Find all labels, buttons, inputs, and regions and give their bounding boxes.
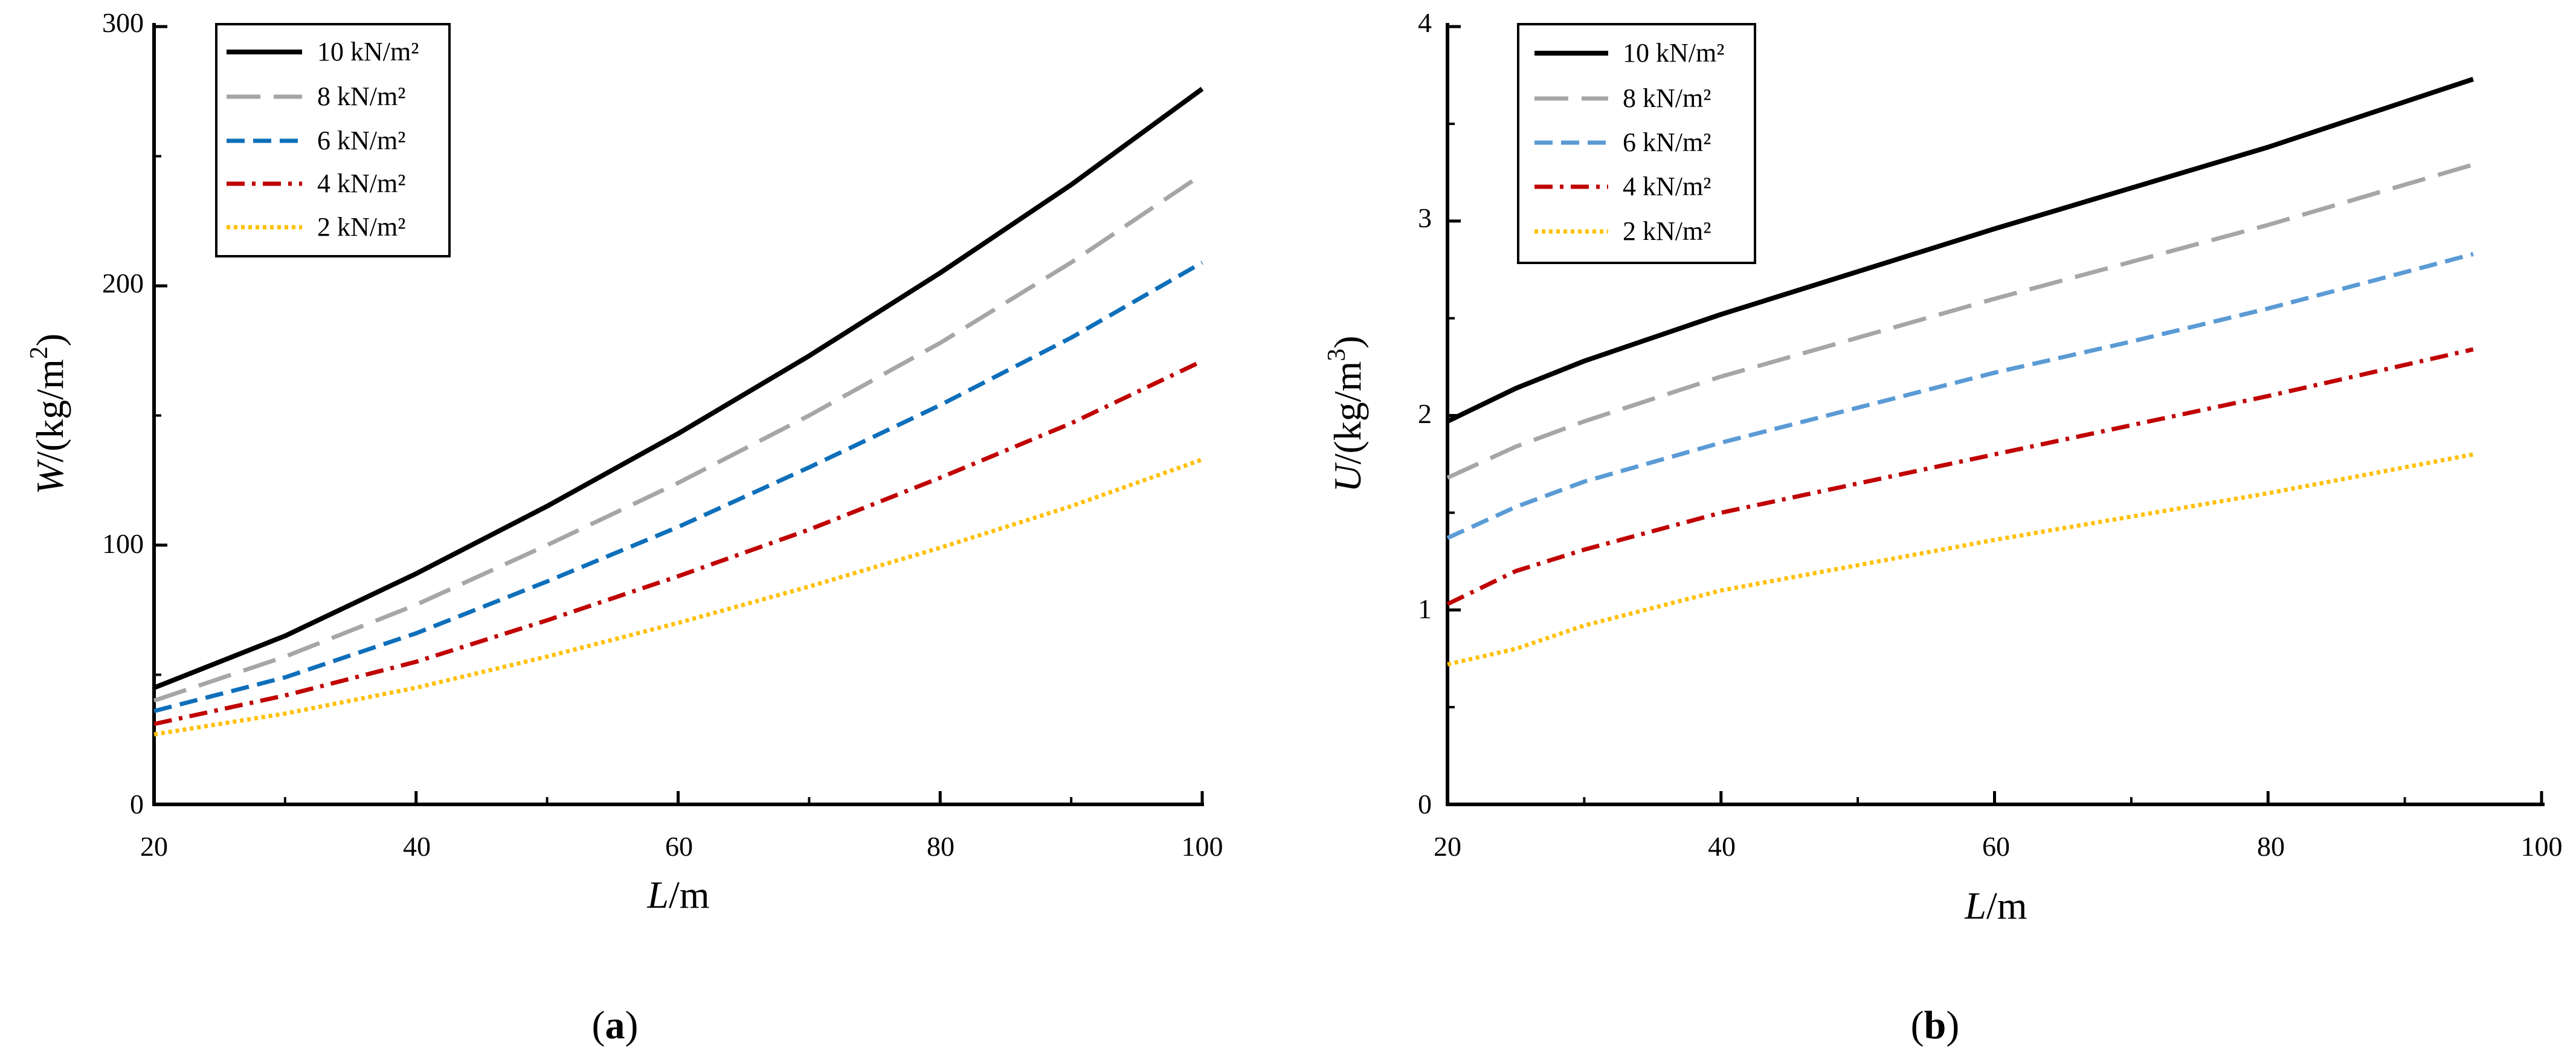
y-tick-label: 300 (102, 7, 144, 38)
legend: 10 kN/m² 8 kN/m² 6 kN/m² 4 kN/m² 2 kN/m² (215, 23, 451, 257)
panel-label: (b) (1911, 1003, 1960, 1047)
legend-label: 4 kN/m² (317, 169, 405, 198)
series-line (1446, 163, 2474, 480)
series-line (153, 457, 1203, 737)
x-tick-label: 40 (403, 831, 431, 862)
legend-label: 10 kN/m² (317, 37, 419, 66)
legend: 10 kN/m² 8 kN/m² 6 kN/m² 4 kN/m² 2 kN/m² (1517, 23, 1756, 264)
series-line (153, 86, 1204, 690)
x-tick-label: 100 (1182, 831, 1223, 862)
y-tick-label: 0 (130, 789, 144, 819)
y-tick-label: 0 (1418, 789, 1432, 819)
x-tick-label: 40 (1708, 831, 1736, 862)
legend-label: 8 kN/m² (317, 82, 405, 111)
x-tick-label: 60 (665, 831, 693, 862)
chart-panel-b: 20 40 60 80 100 0 1 2 3 4 L/m U/(kg/m3) … (1323, 7, 2563, 1047)
legend-label: 4 kN/m² (1623, 172, 1711, 201)
series-line (1446, 77, 2475, 424)
axis-ticks (152, 25, 1204, 806)
y-tick-label: 1 (1418, 593, 1432, 624)
legend-box (1517, 23, 1756, 264)
legend-label: 6 kN/m² (1623, 128, 1711, 157)
legend-label: 10 kN/m² (1623, 38, 1724, 68)
legend-label: 2 kN/m² (1623, 216, 1711, 246)
legend-label: 6 kN/m² (317, 126, 405, 155)
y-tick-label: 200 (102, 268, 144, 299)
series-line (1446, 252, 2474, 540)
y-tick-label: 100 (102, 528, 144, 559)
series-line (1447, 452, 2474, 667)
chart-panel-a: 20 40 60 80 100 0 100 200 300 L/m W/(kg/… (25, 7, 1223, 1047)
legend-label: 8 kN/m² (1623, 83, 1711, 113)
x-tick-label: 60 (1982, 831, 2010, 862)
series-group (153, 86, 1204, 737)
x-tick-label: 20 (1434, 831, 1461, 862)
axis-ticks (1446, 25, 2543, 806)
x-axis-label: L/m (1964, 884, 2027, 927)
panel-label: (a) (592, 1003, 639, 1047)
x-axis-label: L/m (646, 873, 709, 916)
series-line (153, 359, 1203, 726)
x-tick-label: 80 (927, 831, 955, 862)
x-tick-label: 100 (2521, 831, 2563, 862)
y-tick-label: 4 (1418, 7, 1432, 38)
x-tick-label: 80 (2257, 831, 2285, 862)
series-line (153, 260, 1203, 713)
y-axis-label: W/(kg/m2) (25, 334, 71, 494)
legend-label: 2 kN/m² (317, 212, 405, 242)
y-axis-label: U/(kg/m3) (1323, 335, 1369, 492)
y-tick-label: 3 (1418, 202, 1432, 233)
series-group (1446, 77, 2475, 667)
x-tick-label: 20 (140, 831, 168, 862)
series-line (153, 172, 1203, 703)
series-line (1446, 347, 2474, 606)
y-tick-label: 2 (1418, 398, 1432, 429)
